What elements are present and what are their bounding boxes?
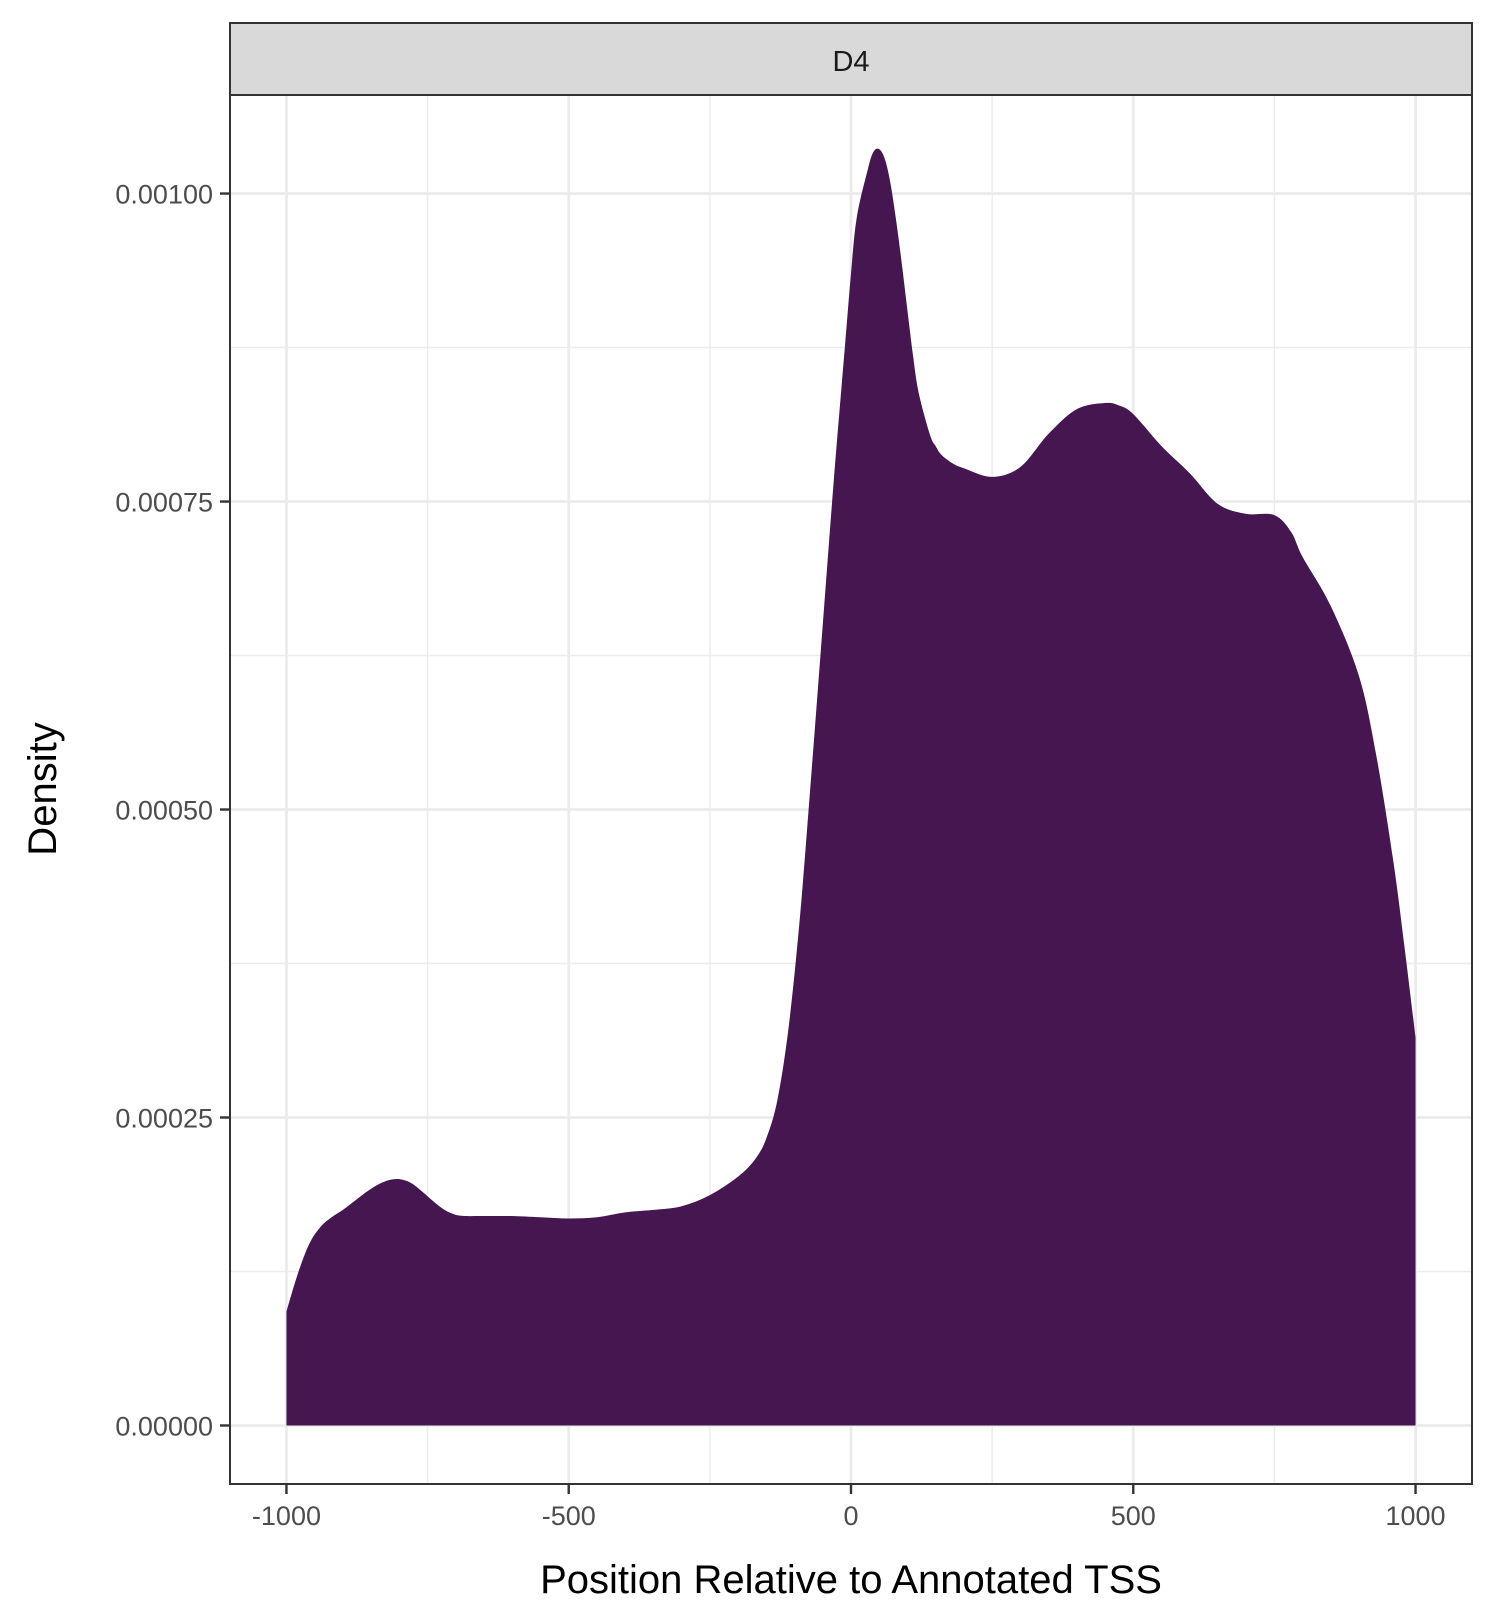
x-tick-label: 0 <box>843 1501 858 1531</box>
x-axis-title: Position Relative to Annotated TSS <box>540 1558 1162 1602</box>
x-tick-label: -500 <box>542 1501 596 1531</box>
y-tick-label: 0.00100 <box>115 180 213 210</box>
facet-label: D4 <box>832 46 869 78</box>
plot-panel <box>229 94 1473 1485</box>
y-axis-title: Density <box>21 722 65 855</box>
y-tick-label: 0.00000 <box>115 1411 213 1441</box>
facet-strip-background <box>229 22 1473 96</box>
y-tick-label: 0.00075 <box>115 488 213 518</box>
y-tick-label: 0.00025 <box>115 1104 213 1134</box>
x-tick-label: 500 <box>1111 1501 1156 1531</box>
x-tick-label: 1000 <box>1386 1501 1446 1531</box>
x-axis: -1000 -500 0 500 1000 <box>252 1484 1446 1531</box>
y-tick-label: 0.00050 <box>115 796 213 826</box>
x-tick-label: -1000 <box>252 1501 321 1531</box>
facet-strip: D4 <box>229 22 1473 96</box>
y-axis: 0.00000 0.00025 0.00050 0.00075 0.00100 <box>115 180 230 1441</box>
density-area <box>286 148 1416 1426</box>
